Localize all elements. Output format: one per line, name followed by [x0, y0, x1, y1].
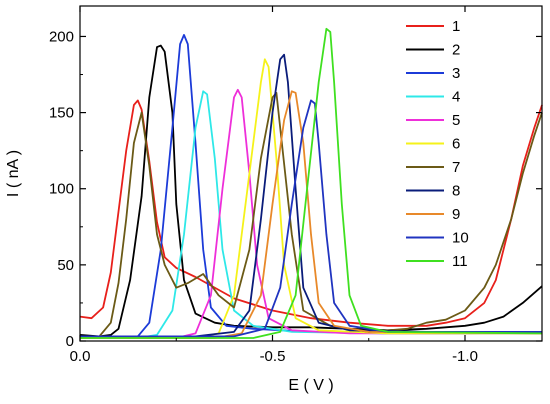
x-axis-title: E ( V )	[288, 377, 333, 394]
series-line-9	[80, 90, 543, 339]
series-line-11	[80, 27, 543, 339]
series-line-6	[80, 58, 542, 339]
legend-label-6: 6	[452, 136, 460, 153]
x-tick-label: -1.0	[452, 348, 478, 365]
legend-label-2: 2	[452, 42, 460, 59]
series-layer	[79, 27, 543, 339]
y-tick-label: 150	[49, 105, 74, 122]
series-line-4	[80, 90, 542, 339]
y-axis-title: I ( nA )	[5, 150, 22, 197]
series-line-7	[98, 91, 543, 337]
y-tick-label: 50	[57, 257, 74, 274]
legend-label-8: 8	[452, 183, 460, 200]
plot-frame	[79, 5, 543, 342]
series-line-3	[80, 34, 543, 339]
legend-label-11: 11	[452, 253, 468, 270]
series-line-2	[79, 44, 543, 338]
y-tick-label: 200	[49, 28, 74, 45]
series-line-5	[80, 88, 542, 339]
series-line-10	[80, 99, 542, 338]
legend-label-10: 10	[452, 230, 469, 247]
series-line-1	[79, 99, 543, 327]
legend-label-7: 7	[452, 159, 460, 176]
legend-label-5: 5	[452, 112, 460, 129]
legend-label-3: 3	[452, 65, 460, 82]
x-tick-label: 0.0	[70, 348, 91, 365]
x-tick-label: -0.5	[260, 348, 286, 365]
y-tick-label: 0	[66, 333, 74, 350]
y-tick-label: 100	[49, 181, 74, 198]
legend-label-1: 1	[452, 18, 460, 35]
legend: 1 2 3 4 5 6 7 8 9 10 11	[406, 18, 469, 270]
series-line-8	[80, 53, 542, 338]
legend-label-4: 4	[452, 89, 460, 106]
ticks-layer: 0 50 100 150 200 0.0 -0.5 -1.0	[49, 6, 542, 365]
legend-label-9: 9	[452, 206, 460, 223]
